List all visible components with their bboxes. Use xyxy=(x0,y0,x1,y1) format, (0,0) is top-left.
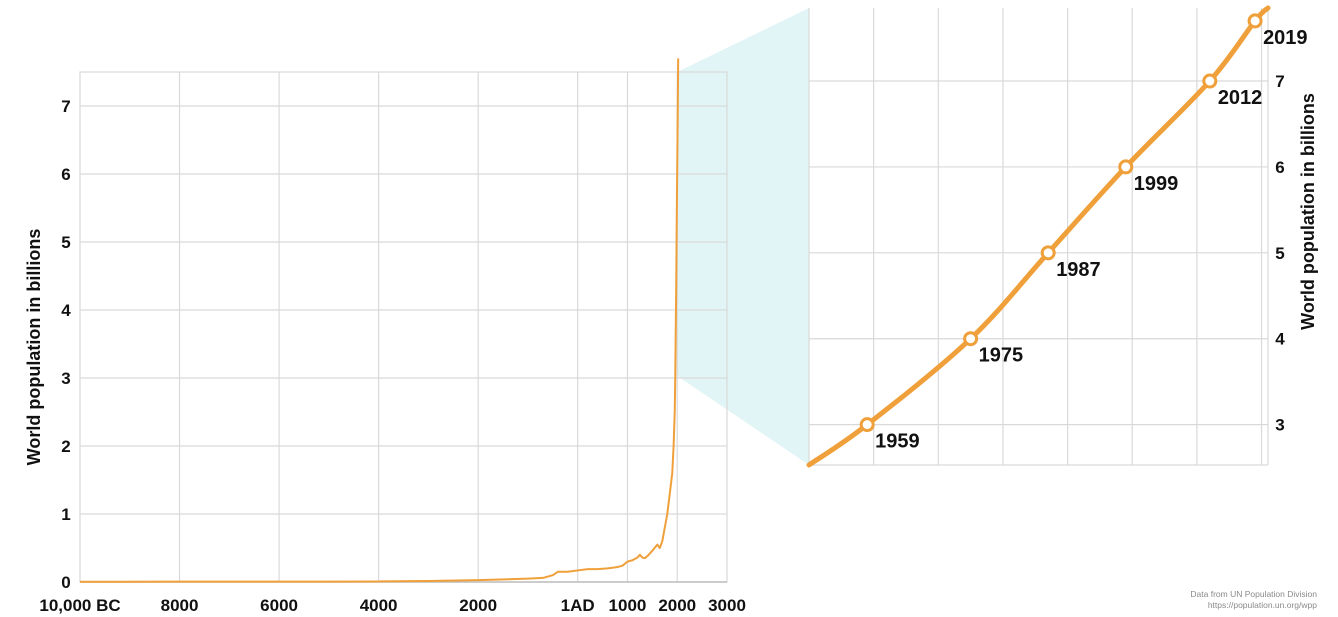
main-x-tick-label: 1000 xyxy=(609,596,647,615)
milestone-point-1987 xyxy=(1040,245,1056,261)
zoom-y-tick-label: 7 xyxy=(1275,72,1284,91)
milestone-label-1975: 1975 xyxy=(979,345,1024,367)
zoom-y-tick-label: 6 xyxy=(1275,158,1284,177)
milestone-label-2019: 2019 xyxy=(1263,27,1308,49)
main-x-tick-label: 6000 xyxy=(260,596,298,615)
main-x-tick-label: 1AD xyxy=(561,596,595,615)
zoom-y-tick-label: 5 xyxy=(1275,244,1284,263)
main-y-tick-label: 5 xyxy=(61,233,70,252)
zoom-milestone-points: 1959 1975 1987 1999 2012 2019 xyxy=(859,13,1308,453)
main-y-tick-label: 2 xyxy=(61,437,70,456)
milestone-point-1999 xyxy=(1118,159,1134,175)
zoom-population-line xyxy=(806,5,1271,468)
main-y-tick-label: 4 xyxy=(61,301,71,320)
milestone-label-1987: 1987 xyxy=(1056,259,1101,281)
zoom-connector-band xyxy=(677,8,809,465)
main-x-tick-label: 10,000 BC xyxy=(39,596,120,615)
main-population-line xyxy=(79,58,680,583)
zoom-chart-gridlines xyxy=(808,8,1269,466)
zoom-y-axis-title: World population in billions xyxy=(1298,93,1318,330)
main-x-tick-label: 4000 xyxy=(360,596,398,615)
main-x-tick-label: 2000 xyxy=(658,596,696,615)
main-y-tick-label: 3 xyxy=(61,369,70,388)
main-chart-tick-labels: 10,000 BC 8000 6000 4000 2000 1AD 1000 2000 3000… xyxy=(39,97,746,615)
zoom-y-tick-label: 3 xyxy=(1275,416,1284,435)
main-y-tick-label: 6 xyxy=(61,165,70,184)
zoom-y-tick-label: 4 xyxy=(1275,330,1285,349)
source-line: Data from UN Population Division xyxy=(1190,589,1317,599)
main-x-tick-label: 8000 xyxy=(161,596,199,615)
main-x-tick-label: 3000 xyxy=(708,596,746,615)
main-chart-gridlines xyxy=(79,71,728,583)
milestone-label-2012: 2012 xyxy=(1218,87,1263,109)
milestone-label-1959: 1959 xyxy=(875,431,920,453)
milestone-point-2012 xyxy=(1202,73,1218,89)
source-note: Data from UN Population Division https:/… xyxy=(1190,589,1317,611)
main-y-tick-label: 0 xyxy=(61,573,70,592)
source-url: https://population.un.org/wpp xyxy=(1207,600,1317,610)
main-y-tick-label: 7 xyxy=(61,97,70,116)
main-x-tick-label: 2000 xyxy=(459,596,497,615)
milestone-point-1975 xyxy=(963,331,979,347)
zoom-chart-tick-labels: 3 4 5 6 7 xyxy=(1275,72,1285,435)
main-y-tick-label: 1 xyxy=(61,505,70,524)
milestone-label-1999: 1999 xyxy=(1134,173,1179,195)
milestone-point-2019 xyxy=(1247,13,1263,29)
zoom-plot-background xyxy=(809,8,1268,465)
main-y-axis-title: World population in billions xyxy=(24,229,44,466)
milestone-point-1959 xyxy=(859,417,875,433)
main-plot-frame xyxy=(79,71,728,583)
